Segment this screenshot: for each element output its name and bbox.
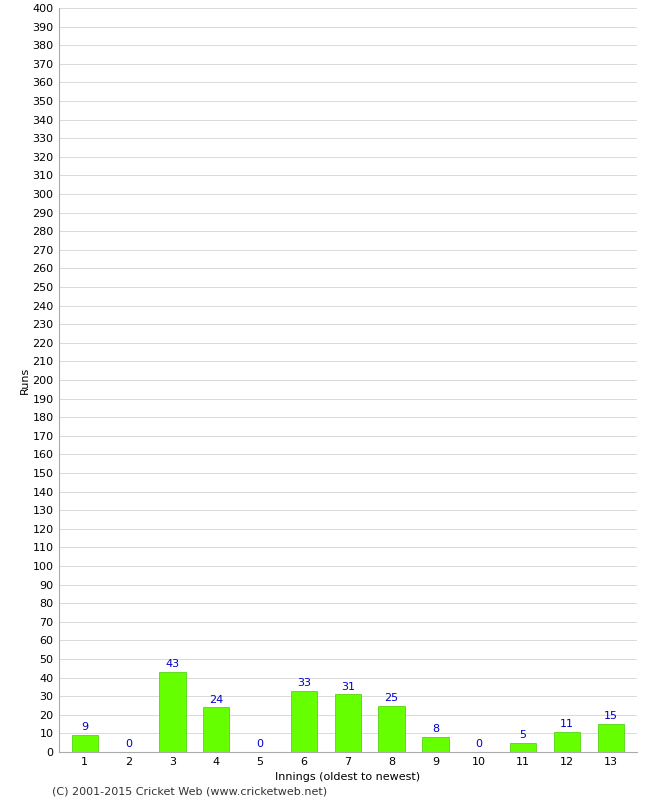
Bar	[554, 731, 580, 752]
X-axis label: Innings (oldest to newest): Innings (oldest to newest)	[275, 773, 421, 782]
Bar	[510, 742, 536, 752]
Bar	[597, 724, 624, 752]
Text: 15: 15	[604, 711, 618, 722]
Bar	[291, 690, 317, 752]
Text: (C) 2001-2015 Cricket Web (www.cricketweb.net): (C) 2001-2015 Cricket Web (www.cricketwe…	[52, 786, 327, 796]
Text: 0: 0	[257, 739, 264, 750]
Text: 9: 9	[81, 722, 88, 733]
Bar	[378, 706, 405, 752]
Text: 33: 33	[297, 678, 311, 688]
Bar	[335, 694, 361, 752]
Bar	[72, 735, 98, 752]
Text: 11: 11	[560, 718, 574, 729]
Bar	[422, 737, 448, 752]
Text: 25: 25	[385, 693, 398, 702]
Text: 24: 24	[209, 694, 224, 705]
Text: 43: 43	[165, 659, 179, 670]
Y-axis label: Runs: Runs	[20, 366, 30, 394]
Text: 8: 8	[432, 724, 439, 734]
Text: 31: 31	[341, 682, 355, 691]
Text: 5: 5	[519, 730, 526, 740]
Bar	[159, 672, 186, 752]
Bar	[203, 707, 229, 752]
Text: 0: 0	[125, 739, 132, 750]
Text: 0: 0	[476, 739, 483, 750]
